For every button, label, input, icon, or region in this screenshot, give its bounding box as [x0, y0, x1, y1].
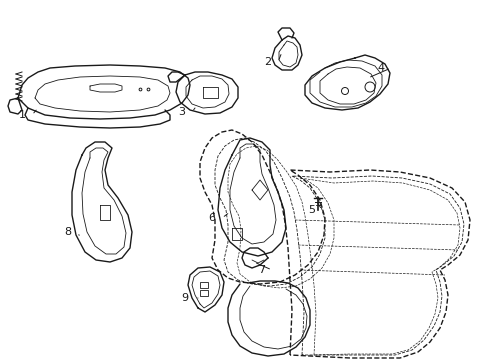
Text: 7: 7	[258, 265, 265, 275]
Bar	[200, 282, 207, 288]
Text: 6: 6	[208, 213, 215, 223]
Text: 2: 2	[264, 57, 271, 67]
Text: 1: 1	[19, 110, 25, 120]
Text: 5: 5	[308, 205, 315, 215]
Text: 3: 3	[178, 107, 185, 117]
Text: 4: 4	[377, 63, 384, 73]
Bar	[200, 290, 207, 296]
Text: 8: 8	[64, 227, 71, 237]
Text: 9: 9	[181, 293, 188, 303]
